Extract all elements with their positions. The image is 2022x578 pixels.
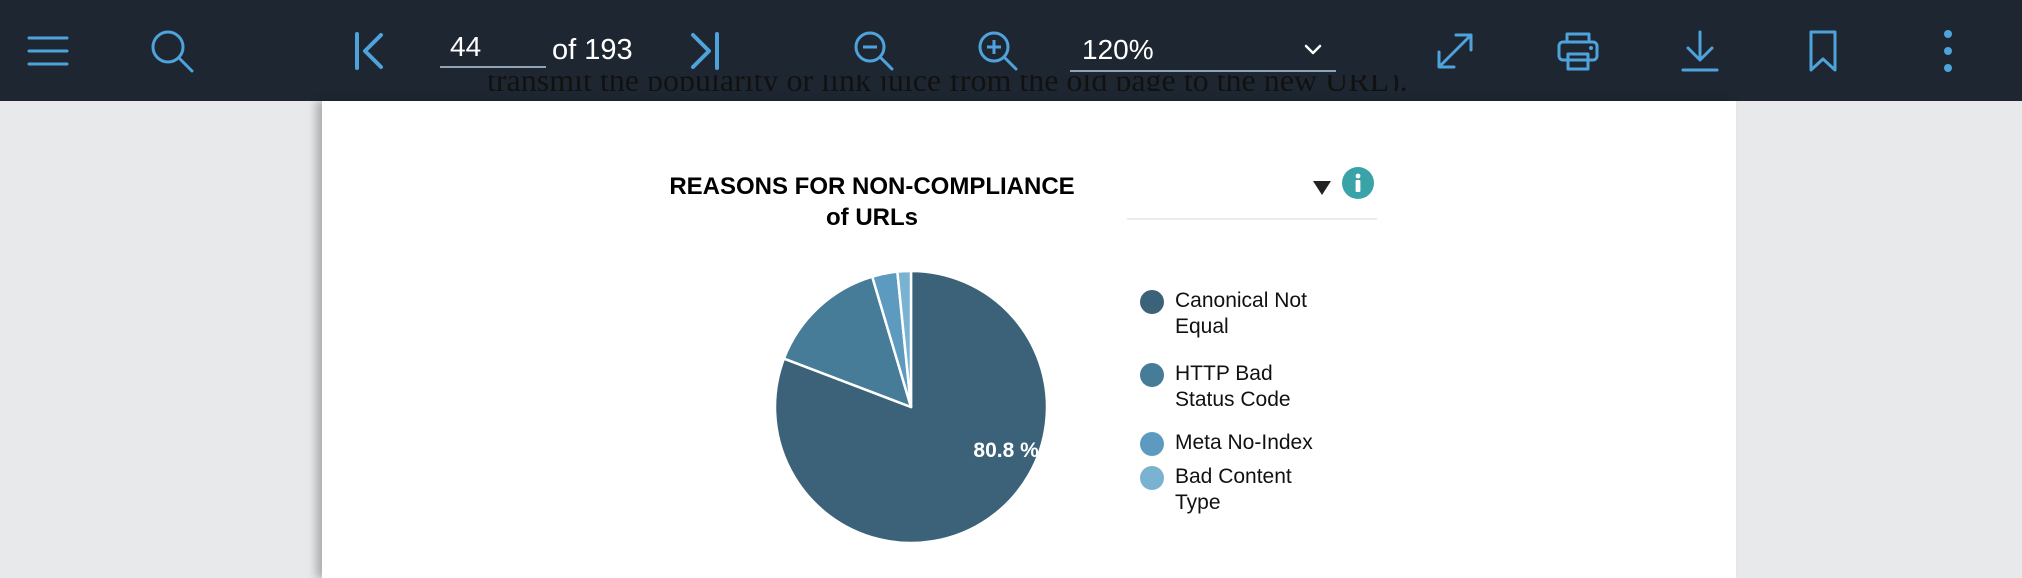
legend-label: Canonical Not Equal [1175, 289, 1307, 338]
download-icon[interactable] [1678, 0, 1722, 101]
zoom-in-icon[interactable] [974, 0, 1022, 101]
pie-data-label: 80.8 % [973, 439, 1039, 462]
zoom-value: 120% [1082, 34, 1154, 65]
document-text-line: transmit the popularity or link juice fr… [487, 75, 1408, 91]
chart-title-line2: of URLs [826, 204, 918, 231]
pie-chart: 80.8 % [773, 269, 1049, 545]
legend-item[interactable]: Meta No-Index [1140, 430, 1335, 456]
first-page-icon[interactable] [350, 0, 390, 101]
legend-dot [1140, 290, 1164, 314]
legend-label: HTTP Bad Status Code [1175, 362, 1291, 411]
info-icon[interactable] [1342, 167, 1374, 199]
legend-item[interactable]: HTTP Bad Status Code [1140, 361, 1335, 413]
pie-slice-bad-content-type[interactable] [896, 269, 913, 409]
chart-title: REASONS FOR NON-COMPLIANCE of URLs [642, 171, 1102, 233]
chart-header-rule [1127, 218, 1377, 220]
page-count: of 193 [552, 34, 633, 66]
pie-slice-http-bad-status-code[interactable] [782, 275, 913, 409]
print-icon[interactable] [1554, 0, 1602, 101]
more-vert-icon[interactable] [1936, 0, 1960, 101]
legend-dot [1140, 432, 1164, 456]
legend-dot [1140, 466, 1164, 490]
fullscreen-icon[interactable] [1432, 0, 1478, 101]
search-icon[interactable] [146, 0, 198, 101]
legend-label: Meta No-Index [1175, 431, 1313, 454]
legend-label: Bad Content Type [1175, 465, 1292, 514]
bookmark-icon[interactable] [1806, 0, 1840, 101]
chart-title-line1: REASONS FOR NON-COMPLIANCE [669, 173, 1075, 200]
legend-item[interactable]: Bad Content Type [1140, 464, 1335, 516]
chevron-down-icon [1300, 36, 1326, 67]
menu-icon[interactable] [22, 0, 74, 101]
pie-slice-canonical-not-equal[interactable] [773, 269, 1049, 545]
zoom-select[interactable]: 120% [1070, 28, 1336, 72]
page-number-input[interactable] [440, 28, 546, 68]
legend-dot [1140, 363, 1164, 387]
legend-item[interactable]: Canonical Not Equal [1140, 288, 1335, 340]
viewer-toolbar: of 193 120% [0, 0, 2022, 101]
chart-menu-icon[interactable] [1311, 176, 1333, 198]
last-page-icon[interactable] [684, 0, 724, 101]
zoom-out-icon[interactable] [850, 0, 898, 101]
